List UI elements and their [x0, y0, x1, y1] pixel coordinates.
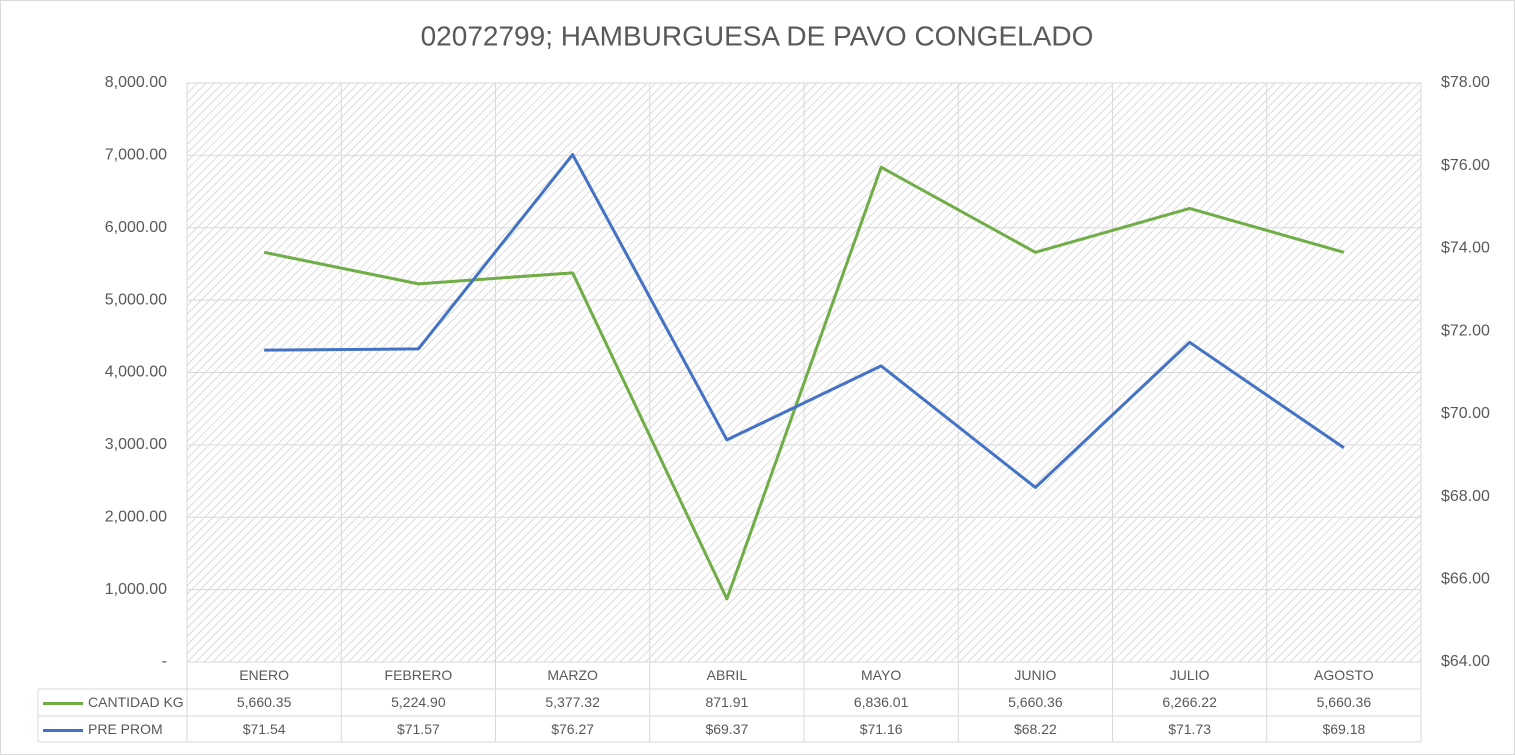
y-tick-label: 4,000.00	[105, 364, 167, 381]
legend-label: PRE PROM	[88, 721, 163, 737]
y2-tick-label: $72.00	[1441, 322, 1490, 339]
data-table-cell: $69.37	[705, 721, 748, 737]
x-tick-label: MARZO	[547, 667, 598, 683]
y2-tick-label: $68.00	[1441, 488, 1490, 505]
y2-tick-label: $78.00	[1441, 74, 1490, 91]
y2-tick-label: $66.00	[1441, 571, 1490, 588]
x-tick-label: ENERO	[239, 667, 289, 683]
x-tick-label: FEBRERO	[385, 667, 453, 683]
x-tick-label: MAYO	[861, 667, 901, 683]
y2-tick-label: $70.00	[1441, 405, 1490, 422]
legend-label: CANTIDAD KG	[88, 694, 184, 710]
data-table-cell: 871.91	[705, 694, 748, 710]
x-tick-label: JULIO	[1170, 667, 1210, 683]
data-table-cell: $76.27	[551, 721, 594, 737]
data-table-cell: $71.16	[860, 721, 903, 737]
data-table-cell: $71.54	[243, 721, 286, 737]
y-tick-label: 3,000.00	[105, 436, 167, 453]
series-line	[263, 165, 1345, 601]
data-table-cell: $68.22	[1014, 721, 1057, 737]
data-table-cell: $69.18	[1322, 721, 1365, 737]
x-tick-label: JUNIO	[1014, 667, 1056, 683]
data-table-cell: $71.57	[397, 721, 440, 737]
y-tick-label: -	[162, 653, 167, 670]
y-tick-label: 5,000.00	[105, 291, 167, 308]
y-tick-label: 7,000.00	[105, 147, 167, 164]
x-tick-label: ABRIL	[707, 667, 748, 683]
y2-tick-label: $74.00	[1441, 240, 1490, 257]
y2-tick-label: $64.00	[1441, 653, 1490, 670]
chart-title: 02072799; HAMBURGUESA DE PAVO CONGELADO	[421, 20, 1094, 51]
data-table-cell: 5,660.36	[1008, 694, 1063, 710]
data-table-cell: $71.73	[1168, 721, 1211, 737]
data-table-cell: 5,377.32	[545, 694, 600, 710]
y-tick-label: 6,000.00	[105, 219, 167, 236]
y-tick-label: 2,000.00	[105, 508, 167, 525]
x-tick-label: AGOSTO	[1314, 667, 1374, 683]
data-table-cell: 5,224.90	[391, 694, 446, 710]
data-table-cell: 5,660.35	[237, 694, 292, 710]
series-line	[264, 153, 1345, 489]
y-tick-label: 1,000.00	[105, 581, 167, 598]
y-tick-label: 8,000.00	[105, 74, 167, 91]
data-table-cell: 6,266.22	[1162, 694, 1217, 710]
data-table-cell: 6,836.01	[854, 694, 909, 710]
data-table-cell: 5,660.36	[1317, 694, 1372, 710]
y2-tick-label: $76.00	[1441, 157, 1490, 174]
